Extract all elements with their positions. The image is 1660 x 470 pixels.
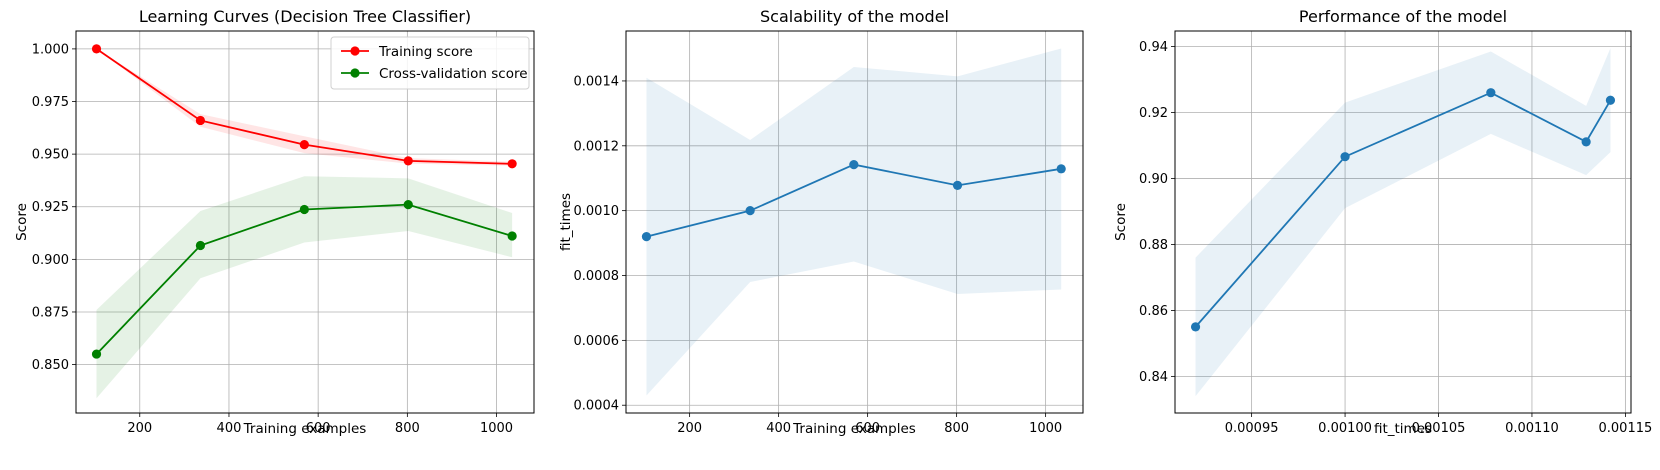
x-tick-label: 1000 <box>1029 421 1062 436</box>
learning-curves-data-point <box>299 204 309 215</box>
x-tick-label: 600 <box>855 421 880 436</box>
legend-box <box>330 36 530 90</box>
x-tick-label: 400 <box>766 421 791 436</box>
x-tick-label: 0.00095 <box>1225 421 1279 436</box>
scalability-chart: 200 400 600 800 1000 0.0004 0.0006 0.0008 0.0010… <box>558 7 1084 437</box>
legend-label-0: Training score <box>378 44 473 60</box>
learning-curves-chart: 200 400 600 800 1000 0.850 0.875 0.900 0.925 0.95… <box>14 7 535 437</box>
scalability-data-point <box>641 231 652 242</box>
y-tick-label: 0.84 <box>1139 370 1168 385</box>
x-tick-label: 400 <box>217 421 242 436</box>
learning-curves-data-point <box>91 349 102 359</box>
learning-curves-data-point <box>195 240 206 251</box>
learning-curves-ylabel: Score <box>14 203 30 241</box>
learning-curves-xlabel: Training examples <box>243 421 367 437</box>
y-tick-label: 0.92 <box>1139 106 1168 121</box>
performance-title: Performance of the model <box>1299 7 1507 26</box>
x-tick-label: 800 <box>944 421 969 436</box>
x-tick-label: 200 <box>127 421 152 436</box>
learning-curves-legend: Training score Cross-validation score <box>330 36 530 90</box>
legend-marker-0 <box>350 46 360 56</box>
legend-label-1: Cross-validation score <box>379 66 528 82</box>
scalability-band-0 <box>646 48 1062 396</box>
y-tick-label: 0.88 <box>1139 238 1168 253</box>
performance-grid <box>1175 31 1631 413</box>
scalability-data-point <box>745 206 755 216</box>
performance-data-point <box>1581 137 1591 147</box>
y-tick-label: 0.0006 <box>574 334 620 349</box>
y-tick-label: 0.975 <box>32 95 69 110</box>
performance-axes-frame <box>1174 30 1632 414</box>
x-tick-label: 1000 <box>480 421 513 436</box>
learning-curves-axes-frame <box>75 30 535 414</box>
y-tick-label: 0.0010 <box>574 204 620 219</box>
y-tick-label: 0.90 <box>1139 172 1168 187</box>
legend-marker-1 <box>350 68 360 78</box>
performance-ylabel: Score <box>1113 203 1129 241</box>
learning-curves-data-point <box>403 200 413 210</box>
learning-curves-data-point <box>299 140 309 150</box>
learning-curves-band-1 <box>96 176 513 399</box>
scalability-data-point <box>849 160 859 170</box>
performance-data-point <box>1486 88 1496 98</box>
performance-band-0 <box>1195 48 1611 397</box>
performance-data-point <box>1190 322 1201 332</box>
learning-curves-data-point <box>507 231 517 241</box>
scalability-axes-frame <box>625 30 1084 414</box>
scalability-xlabel: Training examples <box>792 421 916 437</box>
y-tick-label: 0.0014 <box>574 74 620 89</box>
scalability-ylabel: fit_times <box>558 193 574 251</box>
y-tick-label: 0.0008 <box>574 269 620 284</box>
x-tick-label: 200 <box>677 421 702 436</box>
y-tick-label: 0.86 <box>1139 304 1168 319</box>
learning-curves-data-point <box>91 44 102 54</box>
learning-curves-data-point <box>507 159 517 169</box>
scalability-data-point <box>952 180 963 190</box>
scalability-grid <box>626 31 1083 413</box>
y-tick-label: 0.0012 <box>574 139 620 154</box>
x-tick-label: 0.00105 <box>1412 421 1466 436</box>
y-tick-label: 0.0004 <box>574 399 620 414</box>
y-tick-label: 0.850 <box>32 358 69 373</box>
learning-curves-title: Learning Curves (Decision Tree Classifie… <box>139 7 471 26</box>
scalability-title: Scalability of the model <box>760 7 949 26</box>
learning-curves-data-point <box>195 115 206 126</box>
performance-data-point <box>1340 152 1350 162</box>
performance-data-point <box>1605 95 1616 105</box>
x-tick-label: 0.00100 <box>1318 421 1372 436</box>
y-tick-label: 0.94 <box>1139 40 1168 55</box>
y-tick-label: 0.875 <box>32 305 69 320</box>
y-tick-label: 0.950 <box>32 148 69 163</box>
scalability-data-point <box>1056 164 1066 174</box>
performance-chart: 0.00095 0.00100 0.00105 0.00110 0.00115 0.84 0… <box>1113 7 1652 437</box>
x-tick-label: 0.00115 <box>1599 421 1653 436</box>
y-tick-label: 0.925 <box>32 200 69 215</box>
performance-xlabel: fit_times <box>1374 421 1432 437</box>
y-tick-label: 1.000 <box>32 42 69 57</box>
x-tick-label: 800 <box>395 421 420 436</box>
learning-curves-data-point <box>403 156 413 166</box>
y-tick-label: 0.900 <box>32 253 69 268</box>
x-tick-label: 600 <box>306 421 331 436</box>
x-tick-label: 0.00110 <box>1505 421 1559 436</box>
